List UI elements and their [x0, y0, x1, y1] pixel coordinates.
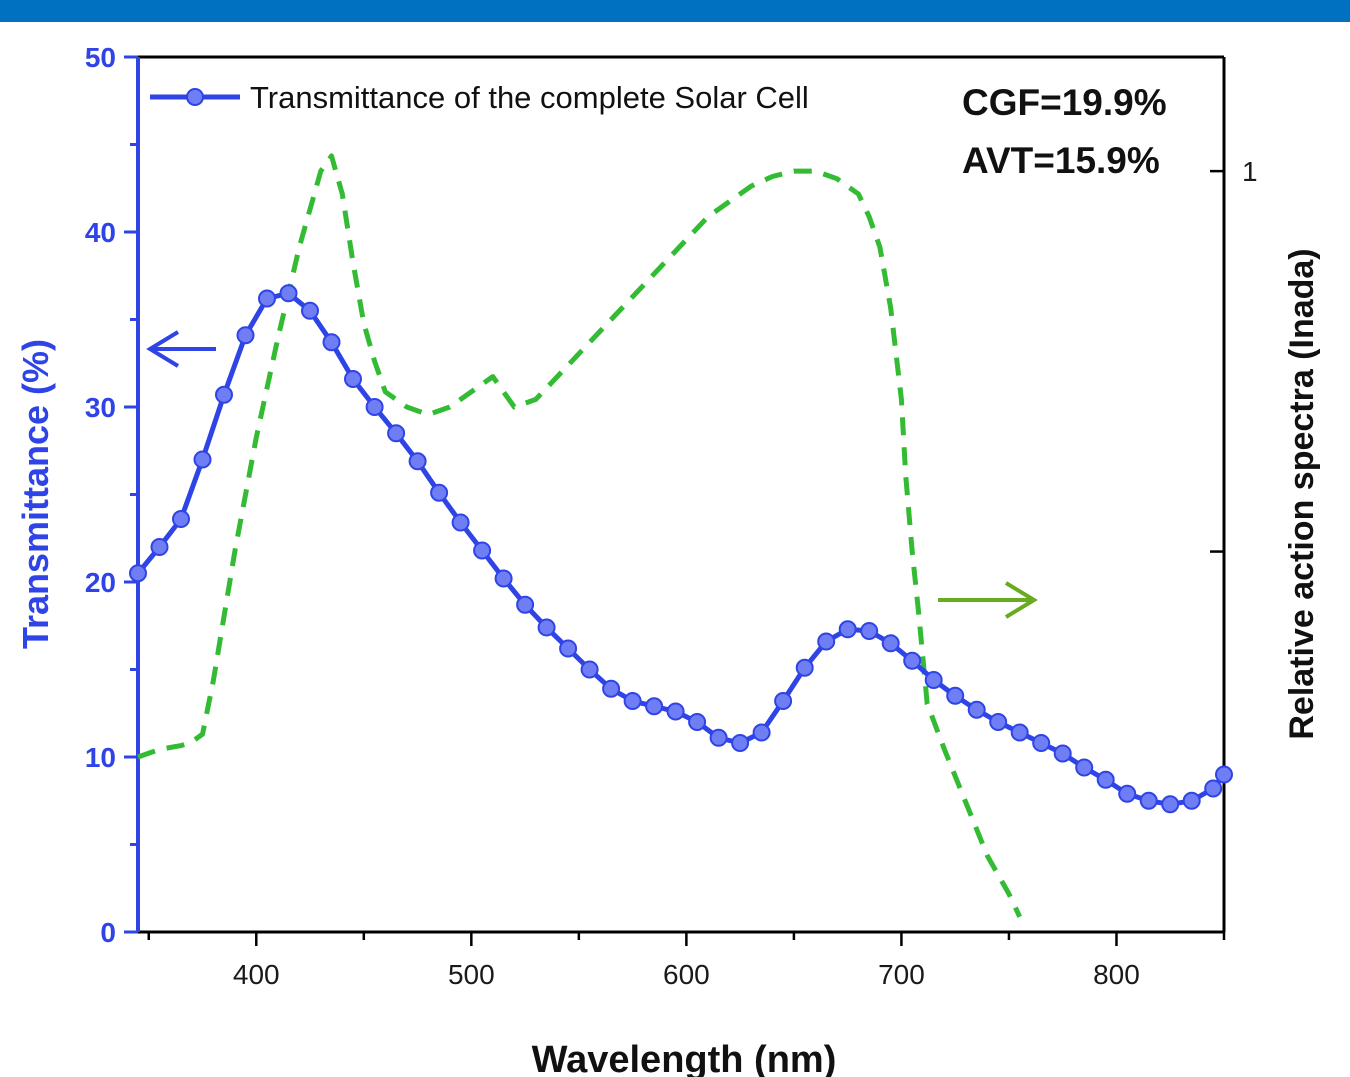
- top-color-band: [0, 0, 1350, 22]
- transmittance-marker: [559, 639, 578, 658]
- right-y-tick-label: 1: [1242, 156, 1258, 187]
- transmittance-marker: [1139, 791, 1158, 810]
- transmittance-marker: [1118, 784, 1137, 803]
- transmittance-marker: [817, 632, 836, 651]
- transmittance-marker: [279, 284, 298, 303]
- transmittance-marker: [129, 564, 147, 583]
- transmittance-marker: [989, 713, 1008, 731]
- transmittance-marker: [430, 483, 449, 502]
- transmittance-marker: [602, 679, 621, 698]
- transmittance-marker: [387, 424, 406, 443]
- transmittance-marker: [408, 452, 427, 471]
- transmittance-marker: [215, 385, 233, 404]
- left-y-axis-label: Transmittance (%): [15, 339, 56, 649]
- transmittance-marker: [881, 634, 900, 653]
- transmittance-marker: [236, 326, 255, 345]
- transmittance-marker: [924, 671, 943, 689]
- transmittance-marker: [322, 333, 341, 352]
- x-tick-label: 700: [878, 959, 925, 990]
- transmittance-line: [136, 290, 1226, 807]
- transmittance-marker: [580, 660, 599, 679]
- x-tick-label: 600: [663, 959, 710, 990]
- transmittance-marker: [946, 686, 965, 705]
- transmittance-marker: [516, 595, 535, 614]
- transmittance-marker: [709, 728, 728, 747]
- transmittance-marker: [537, 618, 556, 637]
- x-axis-label: Wavelength (nm): [532, 1039, 837, 1077]
- left-y-tick-label: 0: [100, 917, 116, 948]
- transmittance-marker: [344, 370, 362, 388]
- transmittance-marker: [666, 702, 685, 721]
- transmittance-marker: [860, 622, 879, 640]
- avt-annotation: AVT=15.9%: [962, 140, 1160, 181]
- right-axis-arrow: [938, 581, 1038, 619]
- left-y-tick-label: 30: [85, 392, 116, 423]
- transmittance-marker: [1032, 734, 1051, 752]
- transmittance-marker: [451, 513, 470, 532]
- transmittance-marker: [774, 692, 793, 710]
- transmittance-marker: [1010, 723, 1029, 742]
- x-tick-label: 500: [448, 959, 495, 990]
- transmittance-marker: [967, 700, 986, 719]
- x-tick-label: 400: [233, 959, 280, 990]
- left-y-tick-label: 20: [85, 567, 116, 598]
- transmittance-marker: [494, 569, 513, 588]
- left-axis-arrow: [146, 330, 216, 368]
- transmittance-marker: [1182, 791, 1201, 810]
- transmittance-marker: [731, 734, 750, 752]
- transmittance-marker: [1161, 795, 1180, 814]
- transmittance-marker: [795, 658, 814, 677]
- right-y-axis-label: Relative action spectra (Inada): [1283, 248, 1321, 739]
- transmittance-marker: [1215, 765, 1233, 784]
- transmittance-marker: [150, 538, 169, 556]
- transmittance-marker: [688, 713, 707, 731]
- transmittance-marker: [172, 510, 190, 528]
- transmittance-marker: [623, 692, 642, 710]
- left-y-tick-label: 50: [85, 42, 116, 73]
- legend-label-transmittance: Transmittance of the complete Solar Cell: [250, 80, 809, 115]
- transmittance-marker: [193, 450, 212, 469]
- transmittance-marker: [838, 620, 857, 639]
- left-y-tick-label: 40: [85, 217, 116, 248]
- transmittance-marker: [1204, 779, 1223, 798]
- legend-marker: [186, 88, 204, 106]
- transmittance-marker: [1053, 744, 1072, 763]
- transmittance-marker: [903, 651, 922, 670]
- transmittance-marker: [301, 301, 319, 320]
- transmittance-marker: [1096, 770, 1115, 789]
- transmittance-marker: [365, 398, 384, 416]
- transmittance-marker: [1075, 758, 1094, 777]
- transmittance-marker: [258, 289, 276, 308]
- transmittance-marker: [473, 541, 492, 560]
- transmittance-marker: [752, 723, 771, 742]
- transmittance-marker: [645, 697, 664, 716]
- left-y-tick-label: 10: [85, 742, 116, 773]
- x-tick-label: 800: [1093, 959, 1140, 990]
- cgf-annotation: CGF=19.9%: [962, 82, 1167, 123]
- action-spectrum-line: [137, 153, 1022, 918]
